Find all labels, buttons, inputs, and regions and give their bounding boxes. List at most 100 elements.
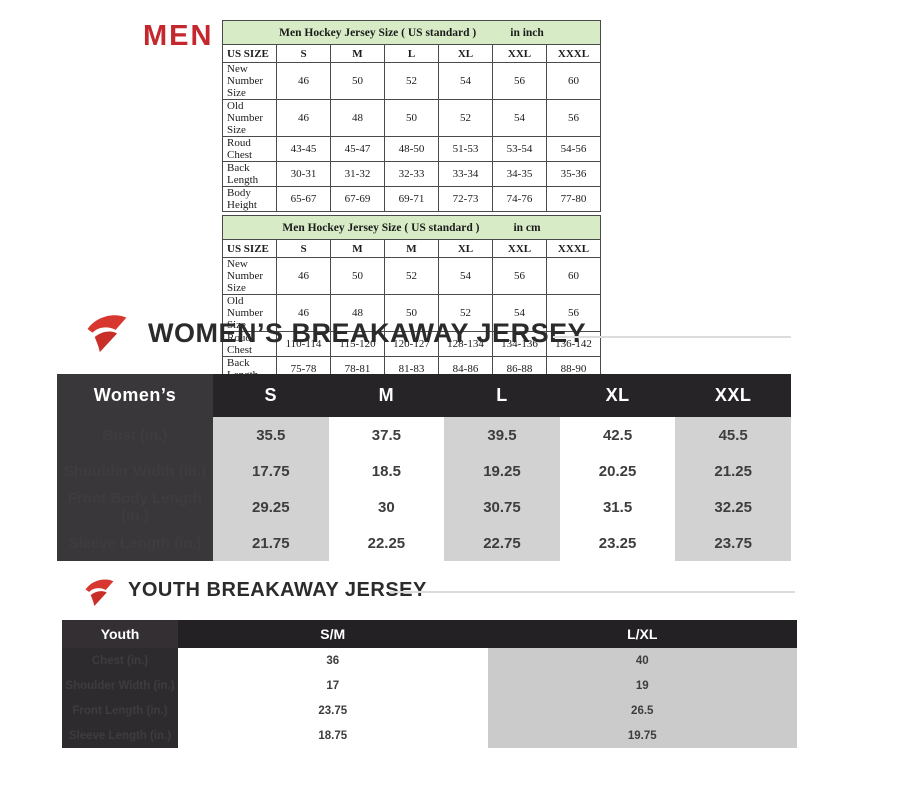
cell: 46	[276, 99, 331, 137]
table-row: Back Length 30-31 31-32 32-33 33-34 34-3…	[222, 161, 601, 187]
divider-line	[390, 591, 795, 593]
cell: 34-35	[492, 161, 547, 187]
cell: 18.5	[328, 453, 445, 489]
cell: 48	[330, 294, 385, 332]
cell: 45.5	[675, 417, 791, 453]
table-unit-text: in cm	[513, 221, 541, 234]
cell: 21.75	[213, 525, 329, 561]
cell: 72-73	[438, 186, 493, 212]
cell: 52	[384, 62, 439, 100]
cell: 31.5	[559, 489, 676, 525]
cell: 56	[492, 257, 547, 295]
column-header: S/M	[178, 620, 488, 648]
fanatics-flag-logo-icon	[85, 579, 114, 606]
cell: 56	[546, 294, 601, 332]
row-label: New Number Size	[222, 62, 277, 100]
column-header: XL	[438, 44, 493, 63]
row-label: New Number Size	[222, 257, 277, 295]
table-row: Shoulder Width (in.) 17 19	[62, 673, 797, 698]
cell: 19.75	[487, 723, 797, 748]
row-label: Shoulder Width (in.)	[57, 453, 213, 489]
table-title: Men Hockey Jersey Size ( US standard ) in…	[222, 215, 601, 240]
cell: 50	[330, 257, 385, 295]
cell: 32.25	[675, 489, 791, 525]
column-header: XL	[559, 374, 676, 417]
cell: 20.25	[559, 453, 676, 489]
women-section-title: WOMEN’S BREAKAWAY JERSEY	[148, 318, 587, 348]
table-row: Old Number Size 46 48 50 52 54 56	[222, 99, 601, 137]
cell: 18.75	[178, 723, 488, 748]
cell: 40	[487, 648, 797, 673]
column-header: L	[444, 374, 560, 417]
cell: 110-114	[276, 331, 331, 357]
cell: 30	[328, 489, 445, 525]
cell: 77-80	[546, 186, 601, 212]
row-label: Old Number Size	[222, 99, 277, 137]
table-row: Roud Chest 110-114 115-120 120-127 128-1…	[222, 331, 601, 357]
cell: 29.25	[213, 489, 329, 525]
row-label: US SIZE	[222, 44, 277, 63]
table-title-row: Men Hockey Jersey Size ( US standard ) in…	[222, 20, 601, 45]
column-header: XXL	[675, 374, 791, 417]
table-row: Body Height 65-67 67-69 69-71 72-73 74-7…	[222, 186, 601, 212]
table-row: Shoulder Width (in.) 17.75 18.5 19.25 20…	[57, 453, 791, 489]
cell: 53-54	[492, 136, 547, 162]
cell: 21.25	[675, 453, 791, 489]
cell: 42.5	[559, 417, 676, 453]
cell: 35.5	[213, 417, 329, 453]
row-label: Shoulder Width (in.)	[62, 673, 178, 698]
column-header: XXL	[492, 44, 547, 63]
row-label: Back Length	[222, 161, 277, 187]
table-row: Roud Chest 43-45 45-47 48-50 51-53 53-54…	[222, 136, 601, 162]
women-size-table: Women’s S M L XL XXL Bust (in.) 35.5 37.…	[57, 374, 791, 561]
table-header-row: Youth S/M L/XL	[62, 620, 797, 648]
youth-section-title: YOUTH BREAKAWAY JERSEY	[128, 579, 427, 601]
row-label: Roud Chest	[222, 331, 277, 357]
row-label: Front Length (in.)	[62, 698, 178, 723]
cell: 36	[178, 648, 488, 673]
cell: 54	[438, 257, 493, 295]
row-label: Sleeve Length (in.)	[62, 723, 178, 748]
table-row: Front Body Length (in.) 29.25 30 30.75 3…	[57, 489, 791, 525]
cell: 48-50	[384, 136, 439, 162]
cell: 56	[546, 99, 601, 137]
youth-size-table: Youth S/M L/XL Chest (in.) 36 40 Shoulde…	[62, 620, 797, 748]
divider-line	[553, 336, 791, 338]
cell: 33-34	[438, 161, 493, 187]
cell: 17	[178, 673, 488, 698]
column-header: M	[384, 239, 439, 258]
cell: 22.25	[328, 525, 445, 561]
cell: 54-56	[546, 136, 601, 162]
cell: 45-47	[330, 136, 385, 162]
corner-header: Women’s	[57, 374, 213, 417]
cell: 56	[492, 62, 547, 100]
row-label: Front Body Length (in.)	[57, 489, 213, 525]
table-header-row: US SIZE S M L XL XXL XXXL	[222, 44, 601, 63]
cell: 136-142	[546, 331, 601, 357]
table-unit-text: in inch	[510, 26, 544, 39]
cell: 52	[384, 257, 439, 295]
table-title-text: Men Hockey Jersey Size ( US standard )	[279, 26, 477, 39]
table-row: Bust (in.) 35.5 37.5 39.5 42.5 45.5	[57, 417, 791, 453]
table-header-row: Women’s S M L XL XXL	[57, 374, 791, 417]
cell: 65-67	[276, 186, 331, 212]
table-row: New Number Size 46 50 52 54 56 60	[222, 62, 601, 100]
corner-header: Youth	[62, 620, 178, 648]
cell: 60	[546, 62, 601, 100]
fanatics-flag-logo-icon	[87, 315, 127, 353]
cell: 54	[492, 294, 547, 332]
men-size-table-inch: Men Hockey Jersey Size ( US standard ) in…	[222, 20, 601, 212]
column-header: M	[330, 239, 385, 258]
men-section-label: MEN	[143, 20, 214, 52]
cell: 60	[546, 257, 601, 295]
cell: 51-53	[438, 136, 493, 162]
cell: 17.75	[213, 453, 329, 489]
cell: 23.25	[559, 525, 676, 561]
cell: 19	[487, 673, 797, 698]
cell: 30.75	[444, 489, 560, 525]
column-header: M	[330, 44, 385, 63]
cell: 52	[438, 99, 493, 137]
cell: 48	[330, 99, 385, 137]
column-header: S	[213, 374, 329, 417]
table-header-row: US SIZE S M M XL XXL XXXL	[222, 239, 601, 258]
